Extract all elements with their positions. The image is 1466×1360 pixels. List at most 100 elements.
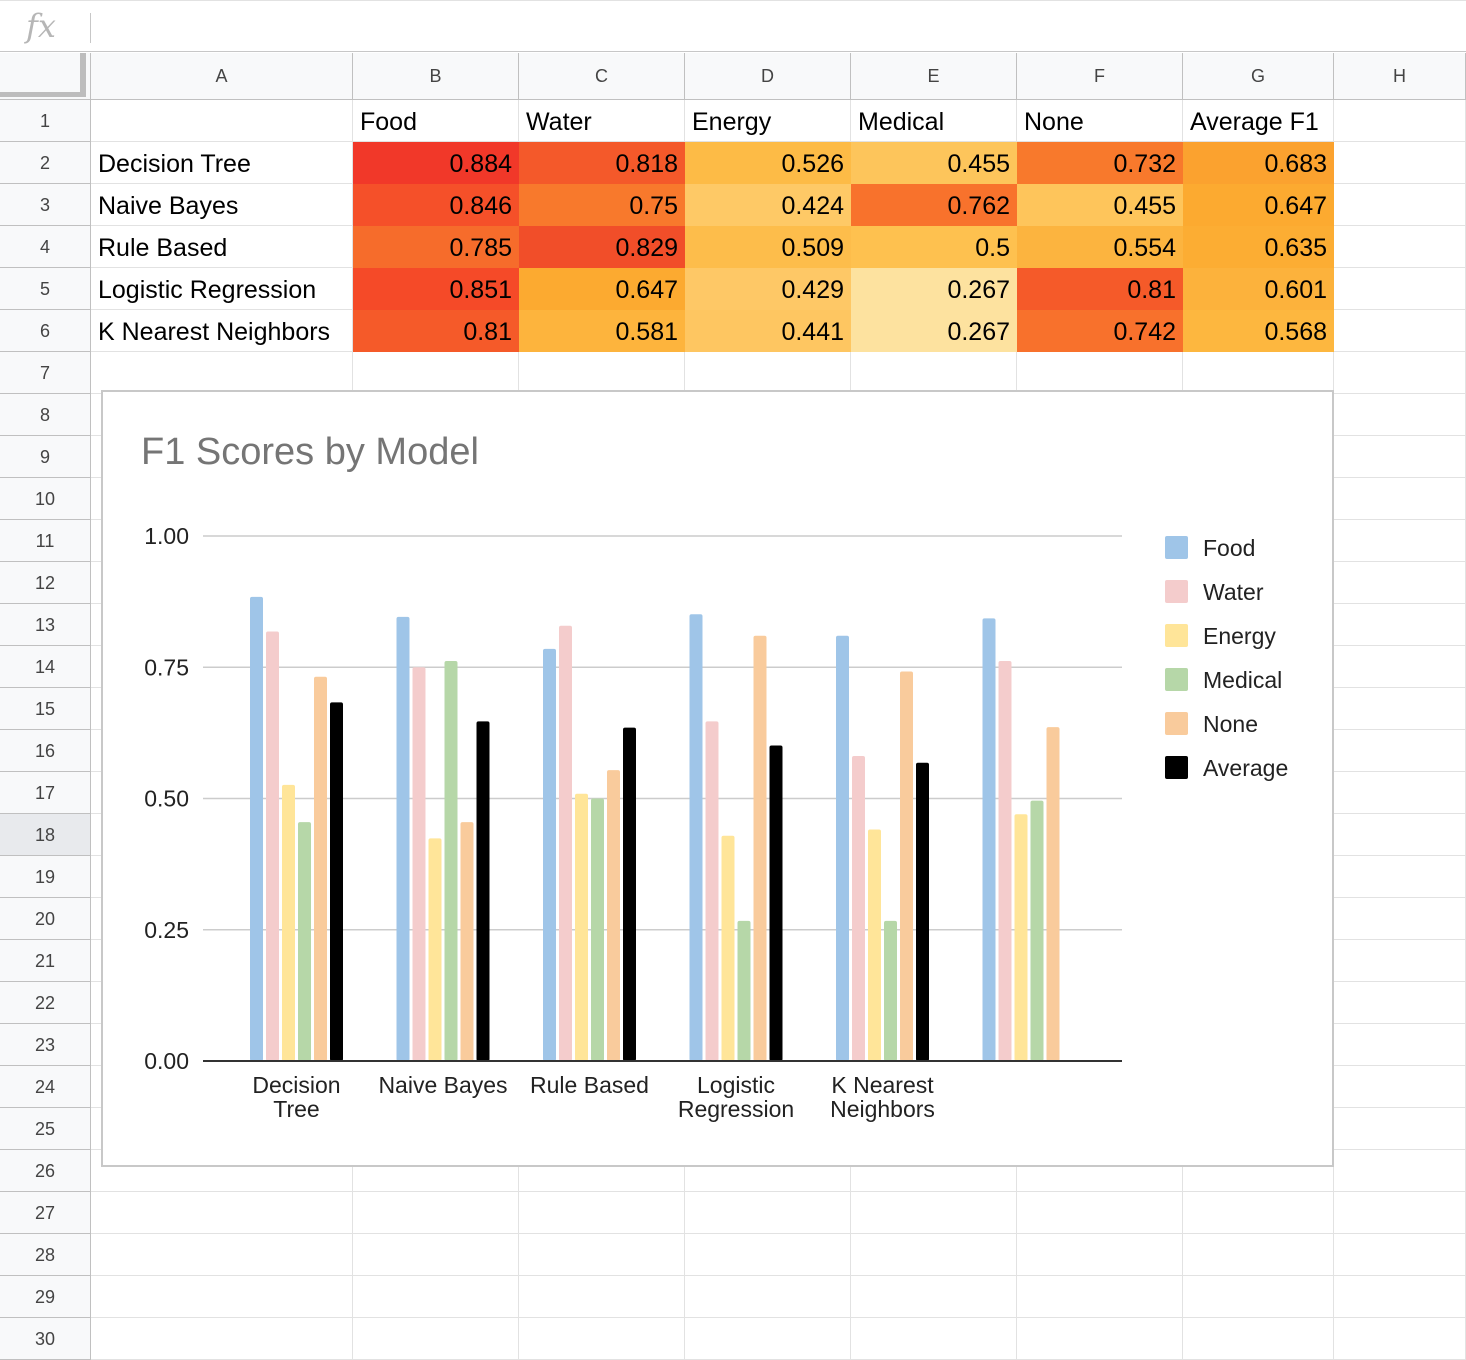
cell-g26[interactable]: [1183, 1150, 1334, 1192]
cell-b6[interactable]: 0.81: [353, 310, 519, 352]
cell-d3[interactable]: 0.424: [685, 184, 851, 226]
cell-e1[interactable]: Medical: [851, 100, 1017, 142]
row-header-11[interactable]: 11: [0, 520, 91, 562]
cell-h27[interactable]: [1334, 1192, 1466, 1234]
frozen-column-handle[interactable]: [80, 53, 86, 97]
cell-d2[interactable]: 0.526: [685, 142, 851, 184]
row-header-12[interactable]: 12: [0, 562, 91, 604]
cell-h4[interactable]: [1334, 226, 1466, 268]
row-header-9[interactable]: 9: [0, 436, 91, 478]
row-header-5[interactable]: 5: [0, 268, 91, 310]
cell-h2[interactable]: [1334, 142, 1466, 184]
row-header-28[interactable]: 28: [0, 1234, 91, 1276]
embedded-chart[interactable]: F1 Scores by Model 0.00 0.25 0.50 0.75 1.00 De…: [101, 390, 1334, 1167]
column-header-h[interactable]: H: [1334, 53, 1466, 100]
cell-e29[interactable]: [851, 1276, 1017, 1318]
cell-g27[interactable]: [1183, 1192, 1334, 1234]
cell-e27[interactable]: [851, 1192, 1017, 1234]
cell-h7[interactable]: [1334, 352, 1466, 394]
cell-c5[interactable]: 0.647: [519, 268, 685, 310]
cell-f28[interactable]: [1017, 1234, 1183, 1276]
cell-c6[interactable]: 0.581: [519, 310, 685, 352]
cell-b7[interactable]: [353, 352, 519, 394]
cell-e3[interactable]: 0.762: [851, 184, 1017, 226]
cell-h20[interactable]: [1334, 898, 1466, 940]
frozen-row-handle[interactable]: [0, 92, 84, 97]
cell-h22[interactable]: [1334, 982, 1466, 1024]
cell-d6[interactable]: 0.441: [685, 310, 851, 352]
cell-h17[interactable]: [1334, 772, 1466, 814]
row-header-3[interactable]: 3: [0, 184, 91, 226]
cell-f5[interactable]: 0.81: [1017, 268, 1183, 310]
cell-g29[interactable]: [1183, 1276, 1334, 1318]
cell-b1[interactable]: Food: [353, 100, 519, 142]
row-header-8[interactable]: 8: [0, 394, 91, 436]
cell-e26[interactable]: [851, 1150, 1017, 1192]
cell-h26[interactable]: [1334, 1150, 1466, 1192]
cell-g6[interactable]: 0.568: [1183, 310, 1334, 352]
cell-h16[interactable]: [1334, 730, 1466, 772]
cell-h14[interactable]: [1334, 646, 1466, 688]
row-header-14[interactable]: 14: [0, 646, 91, 688]
cell-c30[interactable]: [519, 1318, 685, 1360]
cell-b2[interactable]: 0.884: [353, 142, 519, 184]
cell-h29[interactable]: [1334, 1276, 1466, 1318]
cell-h13[interactable]: [1334, 604, 1466, 646]
cell-c7[interactable]: [519, 352, 685, 394]
cell-a26[interactable]: [91, 1150, 353, 1192]
cell-a27[interactable]: [91, 1192, 353, 1234]
cell-a5[interactable]: Logistic Regression: [91, 268, 353, 310]
cell-h25[interactable]: [1334, 1108, 1466, 1150]
cell-h11[interactable]: [1334, 520, 1466, 562]
cell-e7[interactable]: [851, 352, 1017, 394]
row-header-1[interactable]: 1: [0, 100, 91, 142]
cell-h8[interactable]: [1334, 394, 1466, 436]
cell-a28[interactable]: [91, 1234, 353, 1276]
cell-h19[interactable]: [1334, 856, 1466, 898]
cell-d7[interactable]: [685, 352, 851, 394]
cell-c4[interactable]: 0.829: [519, 226, 685, 268]
cell-f26[interactable]: [1017, 1150, 1183, 1192]
row-header-30[interactable]: 30: [0, 1318, 91, 1360]
cell-h5[interactable]: [1334, 268, 1466, 310]
row-header-27[interactable]: 27: [0, 1192, 91, 1234]
row-header-25[interactable]: 25: [0, 1108, 91, 1150]
row-header-22[interactable]: 22: [0, 982, 91, 1024]
cell-a30[interactable]: [91, 1318, 353, 1360]
cell-h30[interactable]: [1334, 1318, 1466, 1360]
row-header-2[interactable]: 2: [0, 142, 91, 184]
cell-d1[interactable]: Energy: [685, 100, 851, 142]
row-header-17[interactable]: 17: [0, 772, 91, 814]
row-header-21[interactable]: 21: [0, 940, 91, 982]
cell-f27[interactable]: [1017, 1192, 1183, 1234]
cell-a3[interactable]: Naive Bayes: [91, 184, 353, 226]
cell-h6[interactable]: [1334, 310, 1466, 352]
cell-b3[interactable]: 0.846: [353, 184, 519, 226]
cell-g3[interactable]: 0.647: [1183, 184, 1334, 226]
cell-b28[interactable]: [353, 1234, 519, 1276]
cell-h24[interactable]: [1334, 1066, 1466, 1108]
row-header-20[interactable]: 20: [0, 898, 91, 940]
cell-e6[interactable]: 0.267: [851, 310, 1017, 352]
column-header-d[interactable]: D: [685, 53, 851, 100]
cell-e28[interactable]: [851, 1234, 1017, 1276]
row-header-7[interactable]: 7: [0, 352, 91, 394]
cell-d30[interactable]: [685, 1318, 851, 1360]
cell-f30[interactable]: [1017, 1318, 1183, 1360]
column-header-g[interactable]: G: [1183, 53, 1334, 100]
row-header-15[interactable]: 15: [0, 688, 91, 730]
column-header-f[interactable]: F: [1017, 53, 1183, 100]
cell-f7[interactable]: [1017, 352, 1183, 394]
cell-h23[interactable]: [1334, 1024, 1466, 1066]
row-header-19[interactable]: 19: [0, 856, 91, 898]
cell-g5[interactable]: 0.601: [1183, 268, 1334, 310]
cell-d26[interactable]: [685, 1150, 851, 1192]
row-header-6[interactable]: 6: [0, 310, 91, 352]
cell-c26[interactable]: [519, 1150, 685, 1192]
cell-h21[interactable]: [1334, 940, 1466, 982]
cell-h9[interactable]: [1334, 436, 1466, 478]
row-header-23[interactable]: 23: [0, 1024, 91, 1066]
cell-h10[interactable]: [1334, 478, 1466, 520]
cell-b29[interactable]: [353, 1276, 519, 1318]
cell-f29[interactable]: [1017, 1276, 1183, 1318]
